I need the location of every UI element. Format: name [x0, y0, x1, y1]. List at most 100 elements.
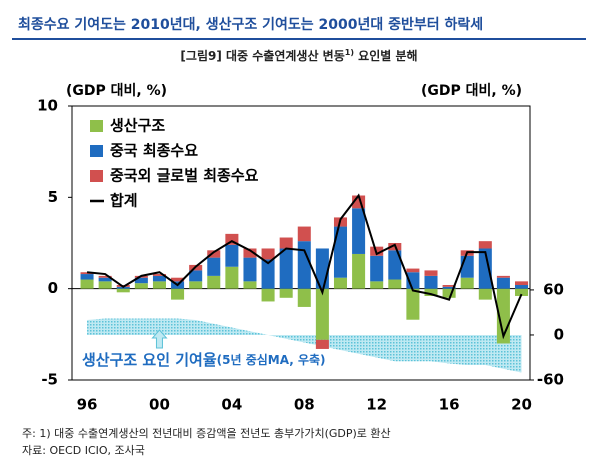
bar: [225, 233, 239, 245]
bar: [478, 288, 492, 300]
bar: [152, 275, 166, 282]
bar: [352, 208, 366, 254]
subtitle: [그림9] 대중 수출연계생산 변동1) 요인별 분해: [0, 47, 598, 64]
bar: [279, 248, 293, 289]
area: [87, 318, 522, 373]
legend-label: 합계: [110, 192, 138, 210]
bar: [315, 339, 329, 349]
bar: [406, 268, 420, 273]
legend-label: 중국외 글로벌 최종수요: [110, 167, 259, 185]
subtitle-text: [그림9] 대중 수출연계생산 변동: [180, 49, 345, 63]
x-tick-label: 04: [221, 396, 242, 414]
bar: [370, 281, 384, 289]
y2-tick-label: 0: [554, 325, 564, 343]
bar: [207, 250, 221, 258]
bar: [388, 279, 402, 289]
bar: [98, 275, 112, 278]
bar: [261, 248, 275, 260]
bar: [352, 253, 366, 289]
y-tick-label: 5: [48, 188, 58, 206]
bar: [171, 288, 185, 300]
x-tick-label: 16: [439, 396, 460, 414]
bar: [225, 266, 239, 289]
bar: [98, 281, 112, 289]
bar: [424, 275, 438, 289]
bar: [189, 281, 203, 289]
x-tick-label: 96: [77, 396, 98, 414]
x-tick-label: 12: [366, 396, 387, 414]
bar: [478, 248, 492, 289]
bar: [442, 286, 456, 289]
bar: [98, 277, 112, 282]
bar: [442, 288, 456, 298]
y2-tick-label: -60: [537, 371, 564, 389]
title: 최종수요 기여도는 2010년대, 생산구조 기여도는 2000년대 중반부터 …: [18, 17, 484, 33]
bar: [279, 237, 293, 249]
plot-frame: [71, 105, 531, 381]
legend-swatch: [90, 145, 103, 157]
subtitle-note: 1): [344, 48, 354, 57]
legend-label: 중국 최종수요: [110, 142, 198, 160]
legend-swatch: [90, 120, 103, 132]
bar: [189, 270, 203, 282]
footnote: 주: 1) 대중 수출연계생산의 전년대비 증감액을 전년도 총부가가치(GDP…: [22, 427, 391, 440]
x-tick-label: 00: [149, 396, 170, 414]
bar: [171, 277, 185, 282]
bar: [333, 226, 348, 278]
bar: [225, 244, 239, 267]
y-tick-label: 10: [37, 97, 58, 115]
y2-tick-label: 60: [543, 280, 564, 298]
bar: [515, 288, 529, 296]
title-rule: [12, 38, 586, 40]
bar: [279, 288, 293, 298]
annotation-text: 생산구조 요인 기여율: [82, 351, 217, 369]
bar: [370, 255, 384, 282]
legend-label: 생산구조: [110, 117, 165, 135]
bar: [207, 275, 221, 289]
line: [86, 193, 523, 340]
bar: [207, 257, 221, 276]
bar: [333, 277, 348, 289]
bar: [297, 226, 311, 242]
annotation: 생산구조 요인 기여율(5년 중심MA, 우축): [82, 351, 326, 369]
bar: [116, 288, 130, 293]
bar: [496, 275, 510, 278]
bar: [297, 241, 311, 289]
y2-axis-label: (GDP 대비, %): [421, 83, 522, 99]
bar: [134, 277, 148, 284]
annotation-note: (5년 중심MA, 우축): [217, 352, 326, 367]
bar: [424, 270, 438, 276]
y-tick-label: 0: [48, 279, 58, 297]
bar: [152, 281, 166, 289]
bar: [152, 274, 166, 276]
bar: [478, 241, 492, 249]
bar: [243, 281, 257, 289]
bar: [442, 285, 456, 287]
y-tick-label: -5: [41, 371, 58, 389]
legend-swatch: [90, 170, 103, 182]
bar: [388, 250, 402, 280]
bar: [261, 288, 275, 302]
bar: [515, 285, 529, 289]
bar: [460, 277, 474, 289]
bar: [515, 281, 529, 286]
bar: [243, 257, 257, 282]
bar: [80, 274, 94, 280]
annotation-arrow: [151, 329, 168, 349]
bar: [406, 288, 420, 320]
subtitle-text: 요인별 분해: [354, 49, 418, 63]
bar: [80, 279, 94, 289]
bar: [496, 277, 510, 289]
x-tick-label: 20: [511, 396, 532, 414]
bar: [261, 259, 275, 289]
source: 자료: OECD ICIO, 조사국: [22, 444, 145, 457]
bar: [297, 288, 311, 307]
bar: [243, 248, 257, 258]
y-axis-label: (GDP 대비, %): [66, 83, 167, 99]
bar: [134, 283, 148, 289]
x-tick-label: 08: [294, 396, 315, 414]
bar: [424, 288, 438, 296]
bar: [315, 288, 329, 340]
